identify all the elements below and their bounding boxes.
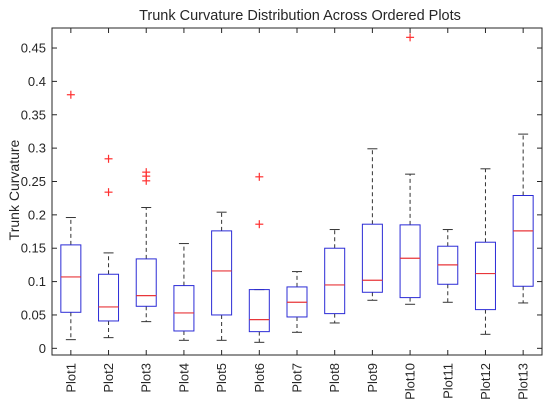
outlier-marker xyxy=(104,154,113,163)
y-tick-label: 0 xyxy=(39,341,46,356)
y-tick-label: 0.3 xyxy=(28,141,46,156)
iqr-box xyxy=(211,230,233,316)
x-tick-label: Plot11 xyxy=(440,363,455,399)
iqr-box xyxy=(98,273,120,322)
y-tick-label: 0.1 xyxy=(28,274,46,289)
box-plot12: Plot12 xyxy=(474,28,496,400)
x-tick-label: Plot7 xyxy=(290,363,305,393)
iqr-box xyxy=(248,289,270,333)
x-tick-label: Plot3 xyxy=(139,363,154,393)
plot-area: 0 0.05 0.1 0.15 0.2 0.25 0.3 0.35 0.4 0.45 Plot1 Pl… xyxy=(21,27,543,400)
y-tick-label: 0.15 xyxy=(21,241,46,256)
y-tick-label: 0.45 xyxy=(21,41,46,56)
iqr-box xyxy=(361,223,383,293)
outlier-marker xyxy=(406,33,415,42)
x-tick-label: Plot12 xyxy=(478,363,493,400)
x-tick-label: Plot5 xyxy=(214,363,229,393)
box-plot2: Plot2 xyxy=(98,28,120,393)
x-tick-label: Plot13 xyxy=(516,363,531,400)
outlier-marker xyxy=(142,168,151,177)
x-tick-label: Plot1 xyxy=(63,363,78,393)
axes-frame xyxy=(51,27,543,356)
iqr-box xyxy=(60,244,82,313)
x-tick-label: Plot8 xyxy=(327,363,342,393)
y-axis-label: Trunk Curvature xyxy=(6,139,22,240)
box-plot9: Plot9 xyxy=(361,28,383,393)
x-tick-label: Plot10 xyxy=(403,363,418,400)
y-tick-label: 0.05 xyxy=(21,307,46,322)
outlier-marker xyxy=(255,172,264,181)
y-tick-label: 0.4 xyxy=(28,74,46,89)
iqr-box xyxy=(399,224,421,299)
x-tick-label: Plot9 xyxy=(365,363,380,393)
y-tick-label: 0.35 xyxy=(21,107,46,122)
iqr-box xyxy=(324,247,346,315)
x-tick-label: Plot2 xyxy=(101,363,116,393)
box-plot8: Plot8 xyxy=(324,28,346,393)
x-tick-label: Plot6 xyxy=(252,363,267,393)
iqr-box xyxy=(173,285,195,332)
box-plot11: Plot11 xyxy=(437,28,459,399)
box-plot4: Plot4 xyxy=(173,28,195,393)
outlier-marker xyxy=(104,188,113,197)
box-plot6: Plot6 xyxy=(248,28,270,393)
y-tick-label: 0.25 xyxy=(21,174,46,189)
outlier-marker xyxy=(255,220,264,229)
iqr-box xyxy=(135,258,157,307)
box-plot3: Plot3 xyxy=(135,28,157,393)
box-plot10: Plot10 xyxy=(399,28,421,400)
y-tick-label: 0.2 xyxy=(28,207,46,222)
iqr-box xyxy=(474,241,496,311)
outlier-marker xyxy=(66,90,75,99)
box-plot5: Plot5 xyxy=(211,28,233,393)
chart-title: Trunk Curvature Distribution Across Orde… xyxy=(139,8,461,24)
box-plot1: Plot1 xyxy=(60,28,82,393)
iqr-box xyxy=(512,195,534,287)
box-plot13: Plot13 xyxy=(512,28,534,400)
x-tick-label: Plot4 xyxy=(176,363,191,393)
box-plot7: Plot7 xyxy=(286,28,308,393)
